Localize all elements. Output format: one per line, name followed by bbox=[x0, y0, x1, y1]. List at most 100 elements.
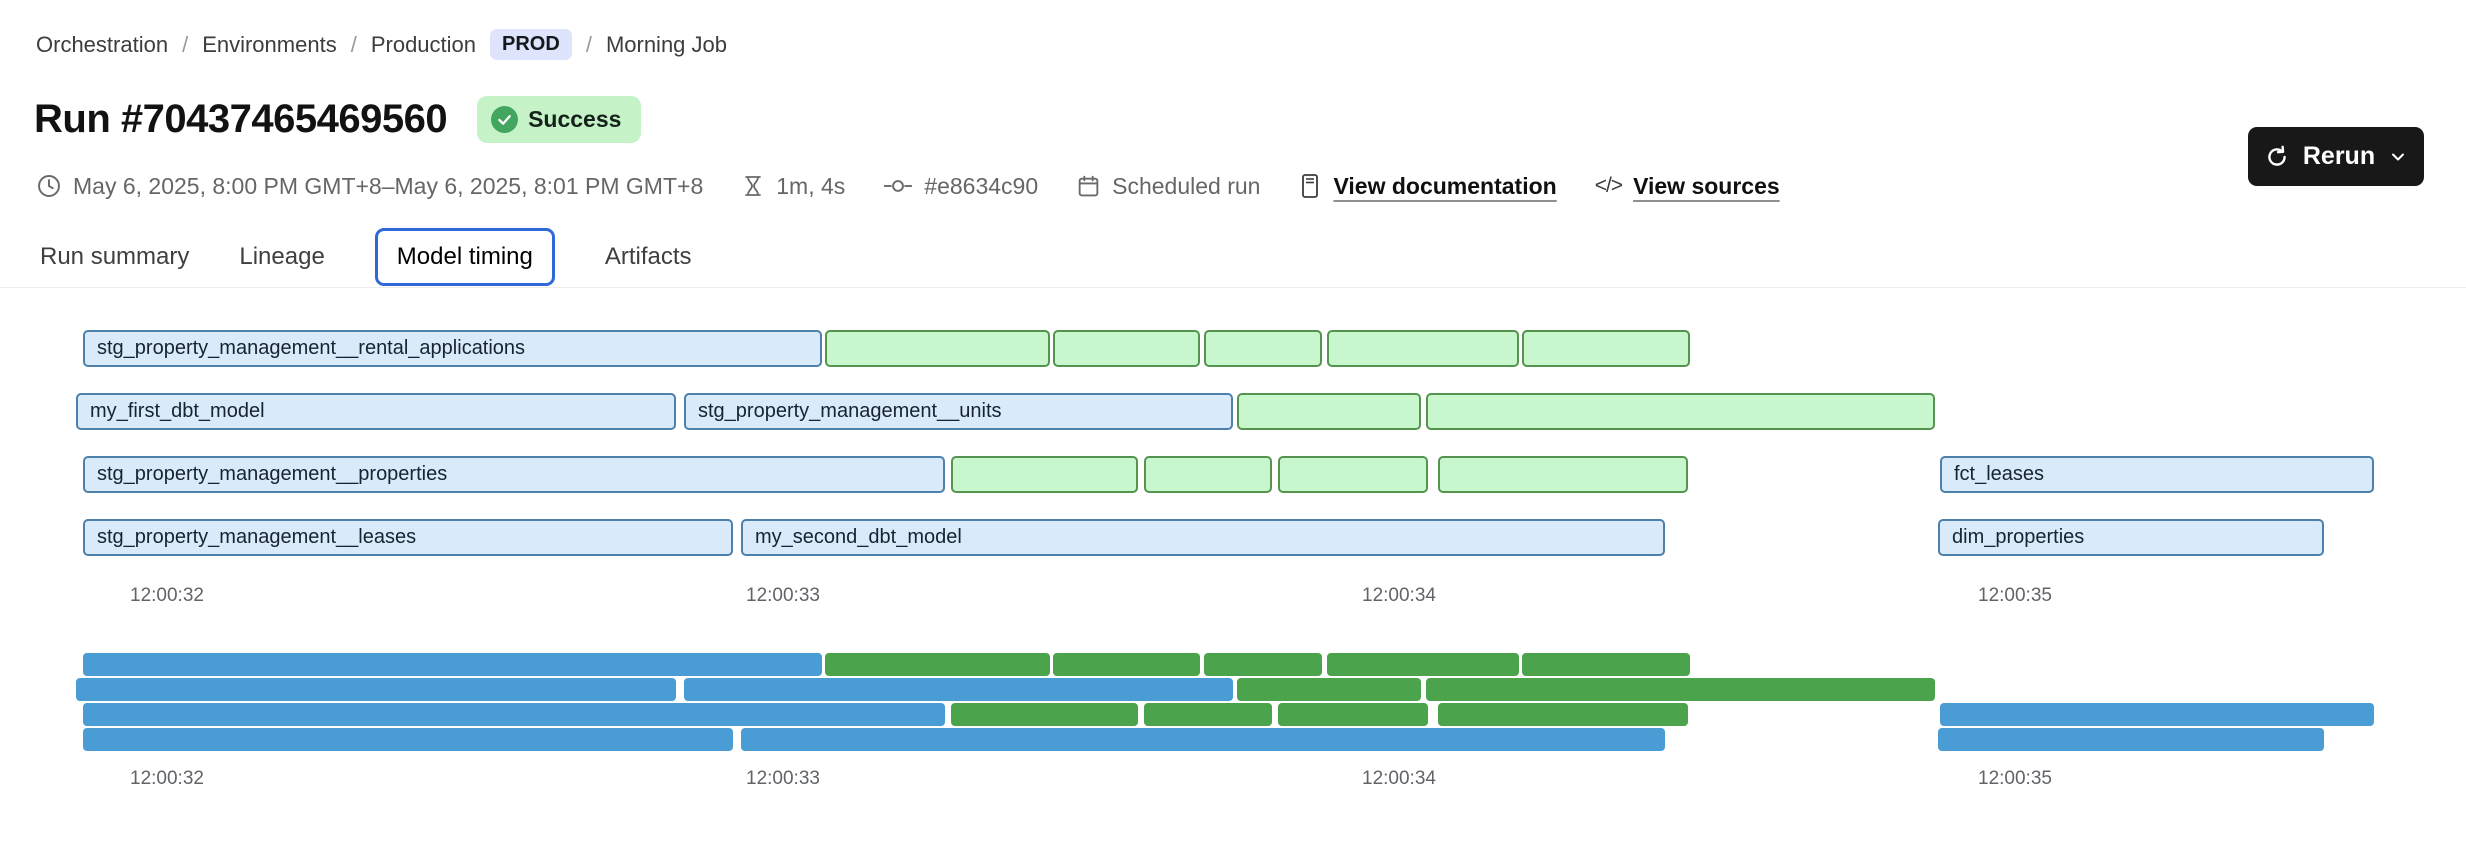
chevron-down-icon bbox=[2388, 147, 2408, 167]
breadcrumb-separator: / bbox=[350, 31, 357, 57]
tab-divider bbox=[0, 287, 2466, 288]
minimap-bar bbox=[1522, 653, 1690, 676]
view-documentation-link[interactable]: View documentation bbox=[1333, 172, 1557, 199]
gantt-bar-label: my_first_dbt_model bbox=[90, 400, 265, 422]
title-row: Run #70437465469560 Success bbox=[34, 96, 642, 143]
minimap-bar bbox=[1327, 653, 1519, 676]
run-duration: 1m, 4s bbox=[741, 173, 845, 200]
minimap-bar bbox=[1204, 653, 1322, 676]
gantt-bar[interactable]: stg_property_management__leases bbox=[83, 519, 733, 556]
gantt-bar[interactable] bbox=[1144, 456, 1272, 493]
minimap-bar bbox=[741, 728, 1665, 751]
tab-lineage[interactable]: Lineage bbox=[239, 243, 325, 270]
clock-icon bbox=[38, 175, 60, 197]
tab-artifacts[interactable]: Artifacts bbox=[604, 243, 692, 270]
minimap-bar bbox=[684, 678, 1233, 701]
gantt-bar-label: stg_property_management__rental_applicat… bbox=[97, 337, 526, 359]
gantt-bar-label: my_second_dbt_model bbox=[755, 526, 962, 548]
trigger-type-text: Scheduled run bbox=[1112, 172, 1261, 199]
gantt-bar[interactable] bbox=[951, 456, 1138, 493]
minimap-bar bbox=[83, 653, 822, 676]
gantt-bar-label: stg_property_management__leases bbox=[97, 526, 417, 548]
view-sources-link[interactable]: View sources bbox=[1633, 172, 1780, 199]
status-badge: Success bbox=[477, 96, 642, 143]
gantt-bar-label: stg_property_management__units bbox=[698, 400, 1002, 422]
run-tabs: Run summary Lineage Model timing Artifac… bbox=[40, 228, 692, 286]
minimap-bar bbox=[1237, 678, 1421, 701]
success-check-icon bbox=[491, 106, 519, 133]
gantt-bar[interactable] bbox=[1522, 330, 1690, 367]
view-sources-link-item: </> View sources bbox=[1595, 173, 1780, 200]
calendar-icon bbox=[1078, 175, 1099, 197]
minimap-bar bbox=[825, 653, 1050, 676]
minimap-bar bbox=[83, 703, 945, 726]
commit-sha-text: #e8634c90 bbox=[924, 172, 1039, 199]
gantt-bar[interactable] bbox=[1278, 456, 1428, 493]
gantt-bar[interactable]: stg_property_management__rental_applicat… bbox=[83, 330, 822, 367]
schedule-window: May 6, 2025, 8:00 PM GMT+8–May 6, 2025, … bbox=[36, 173, 703, 200]
trigger-type: Scheduled run bbox=[1076, 173, 1260, 200]
breadcrumb-separator: / bbox=[182, 31, 189, 57]
rerun-button[interactable]: Rerun bbox=[2248, 127, 2424, 186]
breadcrumb-production[interactable]: Production bbox=[370, 31, 477, 57]
gantt-bar[interactable]: my_second_dbt_model bbox=[741, 519, 1665, 556]
gantt-axis-label: 12:00:35 bbox=[1978, 585, 2052, 606]
minimap-bar bbox=[1938, 728, 2324, 751]
minimap-bar bbox=[951, 703, 1138, 726]
docs-icon bbox=[1302, 174, 1319, 198]
minimap-bar bbox=[1438, 703, 1688, 726]
run-duration-text: 1m, 4s bbox=[776, 172, 846, 199]
tab-run-summary[interactable]: Run summary bbox=[40, 243, 190, 270]
commit-sha: #e8634c90 bbox=[883, 173, 1038, 200]
code-icon: </> bbox=[1594, 174, 1623, 197]
gantt-bar[interactable]: stg_property_management__units bbox=[684, 393, 1233, 430]
view-documentation-link-item: View documentation bbox=[1298, 172, 1557, 200]
run-metadata-row: May 6, 2025, 8:00 PM GMT+8–May 6, 2025, … bbox=[36, 172, 1780, 200]
minimap-axis-label: 12:00:33 bbox=[746, 768, 820, 789]
gantt-axis-label: 12:00:32 bbox=[130, 585, 204, 606]
gantt-bar[interactable] bbox=[1438, 456, 1688, 493]
tab-model-timing[interactable]: Model timing bbox=[374, 228, 555, 286]
gantt-bar[interactable] bbox=[1053, 330, 1200, 367]
schedule-window-text: May 6, 2025, 8:00 PM GMT+8–May 6, 2025, … bbox=[73, 172, 704, 199]
gantt-bar[interactable] bbox=[1237, 393, 1421, 430]
gantt-bar[interactable]: my_first_dbt_model bbox=[76, 393, 676, 430]
gantt-axis-label: 12:00:33 bbox=[746, 585, 820, 606]
commit-icon bbox=[884, 180, 913, 192]
page-title: Run #70437465469560 bbox=[34, 97, 448, 141]
gantt-bar[interactable] bbox=[1426, 393, 1935, 430]
gantt-bar[interactable]: stg_property_management__properties bbox=[83, 456, 945, 493]
gantt-bar[interactable]: dim_properties bbox=[1938, 519, 2324, 556]
gantt-bar[interactable] bbox=[1327, 330, 1519, 367]
hourglass-icon bbox=[745, 176, 762, 196]
gantt-bar[interactable] bbox=[825, 330, 1050, 367]
gantt-bar-label: stg_property_management__properties bbox=[97, 463, 448, 485]
breadcrumb-morning-job[interactable]: Morning Job bbox=[605, 31, 728, 57]
gantt-bar-label: fct_leases bbox=[1954, 463, 2045, 485]
status-label: Success bbox=[528, 106, 622, 132]
minimap-axis-label: 12:00:32 bbox=[130, 768, 204, 789]
environment-badge: PROD bbox=[490, 29, 572, 60]
minimap-bar bbox=[1053, 653, 1200, 676]
breadcrumb: Orchestration / Environments / Productio… bbox=[36, 29, 727, 60]
minimap-bar bbox=[1144, 703, 1272, 726]
refresh-icon bbox=[2264, 144, 2290, 170]
minimap-bar bbox=[1940, 703, 2374, 726]
gantt-axis-label: 12:00:34 bbox=[1362, 585, 1436, 606]
rerun-label: Rerun bbox=[2302, 142, 2376, 170]
minimap-bar bbox=[1426, 678, 1935, 701]
breadcrumb-environments[interactable]: Environments bbox=[202, 31, 337, 57]
gantt-bar[interactable] bbox=[1204, 330, 1322, 367]
breadcrumb-orchestration[interactable]: Orchestration bbox=[36, 31, 169, 57]
breadcrumb-separator: / bbox=[585, 31, 592, 57]
gantt-bar-label: dim_properties bbox=[1952, 526, 2085, 548]
minimap-bar bbox=[83, 728, 733, 751]
gantt-bar[interactable]: fct_leases bbox=[1940, 456, 2374, 493]
minimap-axis-label: 12:00:34 bbox=[1362, 768, 1436, 789]
minimap-bar bbox=[1278, 703, 1428, 726]
minimap-axis-label: 12:00:35 bbox=[1978, 768, 2052, 789]
minimap-bar bbox=[76, 678, 676, 701]
